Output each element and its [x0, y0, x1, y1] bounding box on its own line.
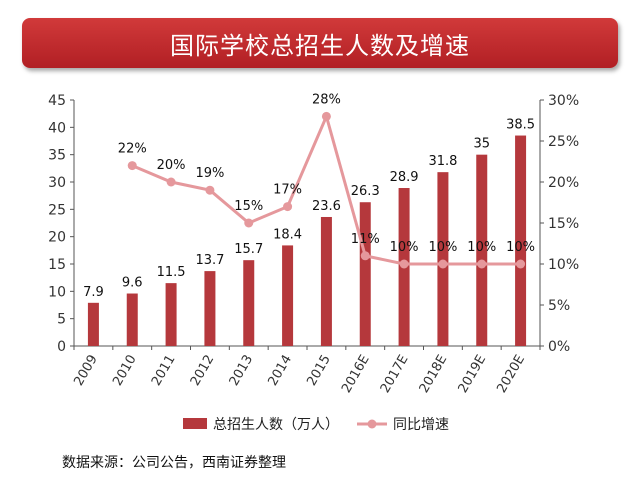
- growth-point: [516, 259, 526, 269]
- y-left-tick-label: 30: [48, 175, 66, 191]
- legend-label-bar: 总招生人数（万人）: [213, 417, 339, 433]
- y-left-tick-label: 5: [57, 312, 66, 328]
- growth-point: [399, 259, 409, 269]
- growth-data-label: 10%: [506, 240, 535, 255]
- x-tick-label: 2009: [71, 353, 101, 389]
- growth-data-label: 28%: [312, 92, 341, 107]
- bar-enrollment: [87, 302, 99, 346]
- bar-data-label: 28.9: [390, 170, 419, 185]
- growth-data-label: 19%: [195, 166, 224, 181]
- growth-data-label: 15%: [234, 199, 263, 214]
- bar-enrollment: [476, 154, 488, 346]
- y-left-tick-label: 20: [48, 230, 66, 246]
- bar-enrollment: [359, 202, 371, 346]
- bar-data-label: 18.4: [273, 227, 302, 242]
- x-tick-label: 2011: [149, 353, 179, 389]
- y-left-tick-label: 15: [48, 257, 66, 273]
- y-right-tick-label: 10%: [548, 257, 579, 273]
- bar-enrollment: [320, 216, 332, 346]
- x-tick-label: 2016E: [339, 353, 373, 396]
- growth-point: [438, 259, 448, 269]
- growth-data-label: 10%: [467, 240, 496, 255]
- title-banner: 国际学校总招生人数及增速: [22, 18, 618, 68]
- x-tick-label: 2012: [188, 353, 218, 389]
- growth-data-label: 17%: [273, 183, 302, 198]
- bar-enrollment: [165, 283, 177, 346]
- bar-enrollment: [204, 271, 216, 346]
- legend-label-line: 同比增速: [393, 417, 449, 433]
- bar-data-label: 9.6: [122, 276, 143, 291]
- y-right-tick-label: 15%: [548, 216, 579, 232]
- bar-enrollment: [243, 260, 255, 346]
- growth-point: [477, 259, 487, 269]
- y-right-tick-label: 5%: [548, 298, 570, 314]
- y-right-tick-label: 0%: [548, 339, 570, 355]
- x-tick-label: 2010: [110, 353, 140, 389]
- y-left-tick-label: 0: [57, 339, 66, 355]
- x-tick-label: 2015: [304, 353, 334, 389]
- growth-point: [283, 202, 293, 212]
- bar-enrollment: [126, 293, 138, 346]
- bar-data-label: 11.5: [157, 265, 186, 280]
- legend-swatch-marker: [367, 419, 377, 429]
- growth-data-label: 11%: [351, 232, 380, 247]
- x-tick-label: 2013: [227, 353, 257, 389]
- growth-point: [244, 218, 254, 228]
- growth-data-label: 10%: [428, 240, 457, 255]
- x-tick-label: 2019E: [456, 353, 490, 396]
- growth-point: [321, 111, 331, 121]
- growth-point: [127, 161, 137, 171]
- growth-data-label: 22%: [118, 142, 147, 157]
- y-left-tick-label: 45: [48, 93, 66, 109]
- growth-data-label: 10%: [390, 240, 419, 255]
- bar-enrollment: [282, 245, 294, 346]
- growth-point: [166, 177, 176, 187]
- growth-point: [360, 251, 370, 261]
- source-note: 数据来源：公司公告，西南证券整理: [62, 455, 286, 471]
- bar-data-label: 13.7: [195, 253, 224, 268]
- legend-swatch-bar: [183, 418, 207, 429]
- bar-data-label: 26.3: [351, 184, 380, 199]
- bar-data-label: 38.5: [506, 118, 535, 133]
- y-left-tick-label: 25: [48, 202, 66, 218]
- y-left-tick-label: 35: [48, 148, 66, 164]
- bar-data-label: 35: [473, 137, 490, 152]
- y-right-tick-label: 20%: [548, 175, 579, 191]
- bar-data-label: 23.6: [312, 199, 341, 214]
- y-right-tick-label: 30%: [548, 93, 579, 109]
- bar-enrollment: [437, 172, 449, 346]
- growth-data-label: 20%: [157, 158, 186, 173]
- bar-data-label: 7.9: [83, 285, 104, 300]
- y-left-tick-label: 40: [48, 120, 66, 136]
- bar-data-label: 31.8: [428, 154, 457, 169]
- y-left-tick-label: 10: [48, 284, 66, 300]
- y-right-tick-label: 25%: [548, 134, 579, 150]
- x-tick-label: 2014: [266, 353, 296, 389]
- chart-title: 国际学校总招生人数及增速: [170, 31, 470, 60]
- x-tick-label: 2018E: [417, 353, 451, 396]
- bar-data-label: 15.7: [234, 242, 263, 257]
- x-tick-label: 2020E: [494, 353, 528, 396]
- growth-point: [205, 185, 215, 195]
- x-tick-label: 2017E: [378, 353, 412, 396]
- bar-enrollment: [515, 135, 527, 346]
